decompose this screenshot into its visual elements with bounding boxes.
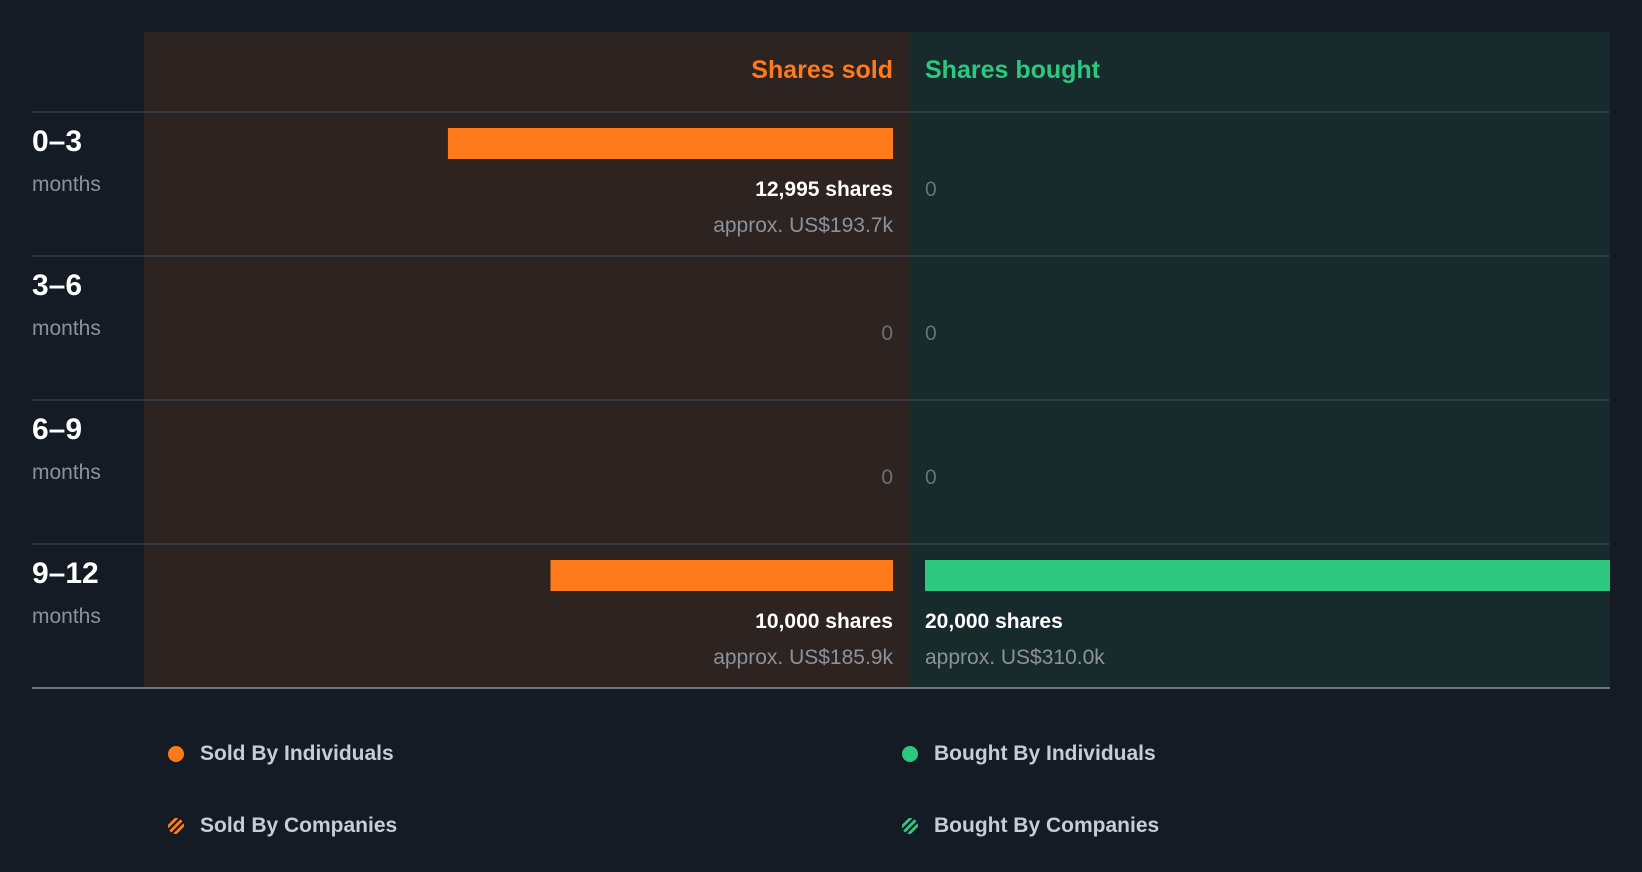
- sold-shares-label: 12,995 shares: [755, 178, 893, 201]
- bought-zero-label: 0: [925, 466, 937, 489]
- bought-zero-label: 0: [925, 322, 937, 345]
- orange-dot-icon: [168, 746, 184, 762]
- sold-bar: [550, 560, 893, 591]
- green-striped-dot-icon: [902, 818, 918, 834]
- legend-sold-companies: Sold By Companies: [168, 814, 397, 838]
- insider-trading-chart: Shares sold Shares bought 0–3 months 12,995 …: [32, 32, 1610, 689]
- bought-shares-label: 20,000 shares: [925, 610, 1063, 633]
- period-label: 3–6: [32, 269, 82, 302]
- period-label: 6–9: [32, 413, 82, 446]
- period-unit: months: [32, 173, 101, 196]
- period-unit: months: [32, 461, 101, 484]
- sold-shares-label: 10,000 shares: [755, 610, 893, 633]
- green-dot-icon: [902, 746, 918, 762]
- legend-label: Sold By Individuals: [200, 742, 394, 765]
- period-unit: months: [32, 317, 101, 340]
- sold-approx-label: approx. US$185.9k: [713, 646, 893, 669]
- sold-approx-label: approx. US$193.7k: [713, 214, 893, 237]
- period-label: 9–12: [32, 557, 99, 590]
- bought-header: Shares bought: [925, 56, 1101, 84]
- period-label: 0–3: [32, 125, 82, 158]
- bought-bar: [925, 560, 1610, 591]
- bought-zero-label: 0: [925, 178, 937, 201]
- legend-label: Bought By Individuals: [934, 742, 1156, 765]
- bought-approx-label: approx. US$310.0k: [925, 646, 1105, 669]
- sold-bar: [447, 128, 893, 159]
- legend-bought-individuals: Bought By Individuals: [902, 742, 1156, 766]
- legend-sold-individuals: Sold By Individuals: [168, 742, 394, 766]
- period-unit: months: [32, 605, 101, 628]
- orange-striped-dot-icon: [168, 818, 184, 834]
- legend-label: Bought By Companies: [934, 814, 1160, 837]
- legend-bought-companies: Bought By Companies: [902, 814, 1159, 838]
- sold-header: Shares sold: [751, 56, 893, 84]
- sold-zero-label: 0: [881, 466, 893, 489]
- legend-label: Sold By Companies: [200, 814, 398, 837]
- sold-zero-label: 0: [881, 322, 893, 345]
